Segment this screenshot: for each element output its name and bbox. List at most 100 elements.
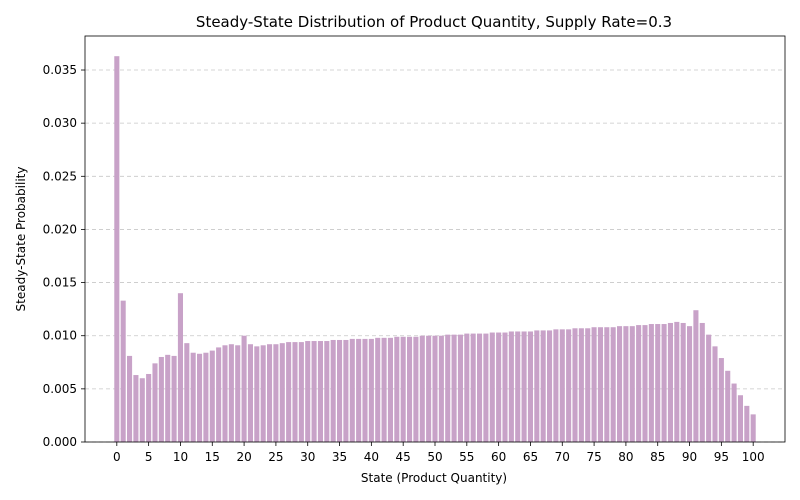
bar — [260, 345, 266, 442]
bar — [457, 334, 463, 442]
bar — [667, 322, 673, 442]
y-tick-label: 0.005 — [43, 382, 77, 396]
bar — [158, 356, 164, 442]
bar — [591, 327, 597, 442]
bar — [177, 293, 183, 442]
bar — [165, 354, 171, 442]
x-axis-label: State (Product Quantity) — [361, 471, 507, 485]
bar — [445, 334, 451, 442]
bar — [362, 338, 368, 442]
bar — [146, 373, 152, 442]
bar — [712, 346, 718, 442]
bar — [648, 324, 654, 442]
bar — [617, 326, 623, 442]
bar — [375, 337, 381, 442]
bar — [578, 328, 584, 442]
bar — [655, 324, 661, 442]
x-tick-label: 65 — [523, 450, 538, 464]
bar — [750, 414, 756, 442]
bar — [152, 363, 158, 442]
bar — [718, 358, 724, 442]
bar — [661, 324, 667, 442]
x-tick-label: 25 — [268, 450, 283, 464]
bar — [139, 378, 145, 442]
bar — [508, 331, 514, 442]
bar — [349, 338, 355, 442]
x-tick-label: 0 — [113, 450, 121, 464]
bar — [737, 395, 743, 442]
bar — [527, 331, 533, 442]
bar — [725, 370, 731, 442]
y-tick-label: 0.010 — [43, 329, 77, 343]
y-axis-label: Steady-State Probability — [14, 167, 28, 312]
x-tick-label: 70 — [555, 450, 570, 464]
x-tick-label: 5 — [145, 450, 153, 464]
y-tick-label: 0.035 — [43, 63, 77, 77]
bar — [216, 347, 222, 442]
bar — [585, 328, 591, 442]
bar — [267, 344, 273, 442]
bar — [470, 333, 476, 442]
chart-title: Steady-State Distribution of Product Qua… — [196, 13, 672, 31]
bar — [540, 330, 546, 442]
bar — [451, 334, 457, 442]
bar — [222, 345, 228, 442]
bar — [572, 328, 578, 442]
bar — [432, 335, 438, 442]
x-tick-label: 15 — [205, 450, 220, 464]
bar — [254, 346, 260, 442]
bar — [547, 330, 553, 442]
bar — [744, 405, 750, 442]
bar — [190, 352, 196, 442]
bar — [438, 335, 444, 442]
bar — [209, 350, 215, 442]
x-tick-label: 85 — [650, 450, 665, 464]
bar — [337, 339, 343, 442]
bar — [368, 338, 374, 442]
bar — [292, 342, 298, 442]
axes: 0 5 10 15 20 25 30 35 40 45 50 55 60 65 70 75 80 85 90 95 10… — [43, 35, 786, 464]
bar — [279, 343, 285, 442]
bar — [642, 325, 648, 442]
bar — [604, 327, 610, 442]
bar — [247, 344, 253, 442]
bar — [394, 336, 400, 442]
bar — [629, 326, 635, 442]
bar — [559, 329, 565, 442]
x-tick-label: 75 — [586, 450, 601, 464]
x-tick-label: 90 — [682, 450, 697, 464]
bars — [114, 56, 756, 442]
bar — [241, 335, 247, 442]
bar — [400, 336, 406, 442]
bar — [381, 337, 387, 442]
bar — [477, 333, 483, 442]
bar — [693, 310, 699, 442]
bar — [273, 344, 279, 442]
bar — [184, 343, 190, 442]
bar — [515, 331, 521, 442]
bar — [120, 300, 126, 442]
bar — [419, 335, 425, 442]
bar — [502, 332, 508, 442]
bar — [731, 383, 737, 442]
bar — [407, 336, 413, 442]
y-tick-label: 0.030 — [43, 116, 77, 130]
bar — [413, 336, 419, 442]
bar — [521, 331, 527, 442]
bar — [623, 326, 629, 442]
x-tick-label: 20 — [236, 450, 251, 464]
x-tick-label: 100 — [742, 450, 765, 464]
bar — [706, 334, 712, 442]
bar — [464, 333, 470, 442]
bar — [687, 326, 693, 442]
bar — [566, 329, 572, 442]
bar — [356, 338, 362, 442]
x-tick-label: 40 — [364, 450, 379, 464]
bar — [203, 352, 209, 442]
bar — [674, 321, 680, 442]
bar — [171, 355, 177, 442]
x-tick-label: 55 — [459, 450, 474, 464]
bar — [534, 330, 540, 442]
